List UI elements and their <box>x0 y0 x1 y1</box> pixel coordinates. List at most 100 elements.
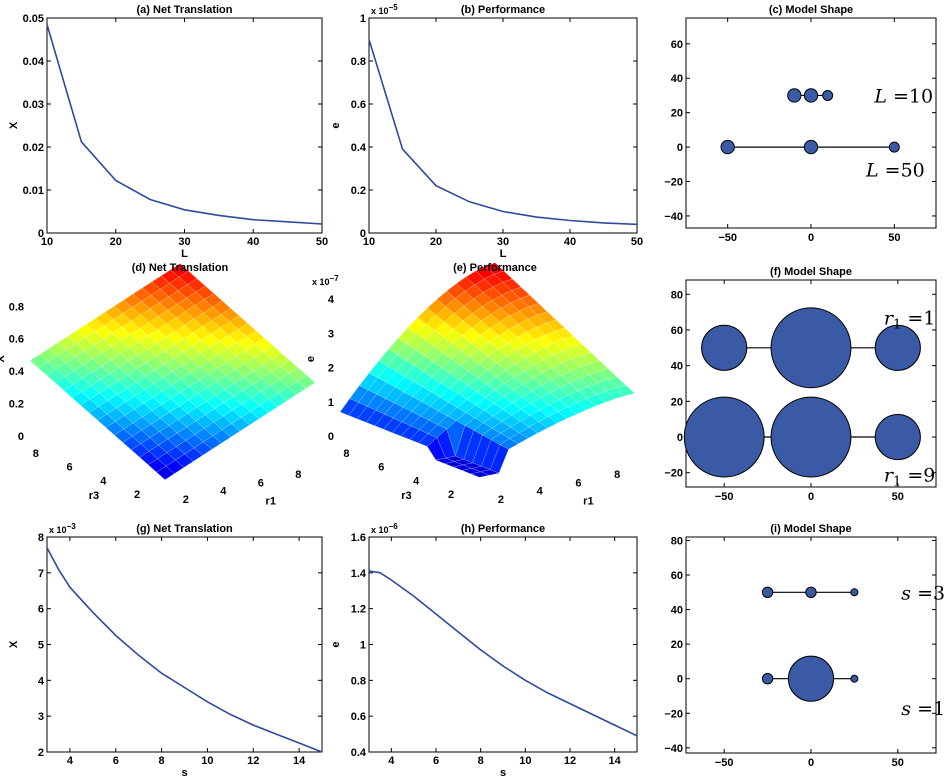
surface-patch <box>156 336 175 351</box>
y-tick-label: 5 <box>38 640 44 652</box>
surface-patch <box>510 298 530 312</box>
surface-patch <box>483 403 504 417</box>
chart-f: (f) Model Shape −50 0 50 −20 0 20 40 60 80 r1 =1 r1… <box>664 266 937 503</box>
y-tick-label: 7 <box>38 568 44 580</box>
x-tick-label: 50 <box>892 757 904 769</box>
body-sphere <box>850 588 859 597</box>
surface-patch <box>520 403 540 416</box>
surface-patch <box>112 326 131 341</box>
y-tick-label: 3 <box>38 711 44 723</box>
surface-patch <box>223 396 243 411</box>
x-tick-label: 6 <box>433 755 439 767</box>
body-sphere <box>874 324 921 371</box>
x-tick-label: 20 <box>430 236 442 248</box>
x-tick-label: 2 <box>498 494 504 506</box>
surface-patch <box>270 366 290 381</box>
surface-patch <box>374 413 394 430</box>
surface-patch <box>420 406 440 421</box>
surface-patch <box>452 464 473 471</box>
y-axis-label: e <box>330 641 342 647</box>
surface-patch <box>114 428 133 443</box>
shape-label: L =50 <box>865 159 925 181</box>
x-axis-label: L <box>181 248 188 260</box>
y-tick-label: 1.6 <box>351 532 366 544</box>
series-line <box>368 39 638 226</box>
surface-patch <box>418 433 438 447</box>
surface-patch <box>465 270 485 285</box>
surface-patch <box>202 320 221 335</box>
shape-label: L =10 <box>873 85 933 107</box>
surface-patch <box>168 419 187 434</box>
x-tick-label: 0 <box>808 232 814 244</box>
chart-title: (i) Model Shape <box>770 523 851 535</box>
z-axis-label: e <box>305 356 317 362</box>
x-axis-label: s <box>181 767 187 779</box>
surface-patch <box>149 431 169 446</box>
x-tick-label: 50 <box>631 236 643 248</box>
surface-patch <box>358 389 378 407</box>
x-tick-label: 6 <box>575 477 581 489</box>
surface-patch <box>243 370 262 385</box>
surface-patch <box>183 332 202 347</box>
y-tick-label: 6 <box>378 462 384 474</box>
y-tick-label: 0 <box>677 142 683 154</box>
surface-patch <box>536 322 556 336</box>
surface-patch <box>153 377 172 392</box>
y-tick-label: 6 <box>38 604 44 616</box>
surface-patch <box>489 444 509 474</box>
chart-title: (c) Model Shape <box>769 4 853 16</box>
y-tick-label: 0.04 <box>23 56 45 68</box>
y-tick-label: 80 <box>671 289 683 301</box>
y-tick-label: −20 <box>664 708 683 720</box>
x-tick-label: −50 <box>718 232 737 244</box>
series-line <box>368 570 638 737</box>
body-sphere <box>803 139 819 155</box>
surface-patch <box>535 334 555 348</box>
surface-patch <box>29 354 49 369</box>
x-tick-label: 40 <box>247 236 259 248</box>
plot-frame <box>368 536 638 753</box>
surface-patch <box>464 284 484 300</box>
y-tick-label: 0.8 <box>351 56 366 68</box>
body-sphere <box>761 672 774 685</box>
surface-patch <box>596 390 616 403</box>
x-axis-label: s <box>500 767 506 779</box>
surface-patch <box>571 355 591 368</box>
y-tick-label: −20 <box>664 177 683 189</box>
surface-patch <box>572 344 592 356</box>
chart-e: (e) Performance 0 1 2 3 4 x 10−7 e 2 4 6 8 2 4 6 8 r1 r3 <box>305 262 635 507</box>
y-tick-label: 0 <box>677 432 683 444</box>
series-line <box>46 547 323 753</box>
y-tick-label: −40 <box>664 211 683 223</box>
y-tick-label: 40 <box>671 361 683 373</box>
x-tick-label: −50 <box>715 491 734 503</box>
surface-patch <box>99 386 118 401</box>
body-sphere <box>787 88 802 103</box>
y-tick-label: 0.05 <box>23 13 44 25</box>
body-sphere <box>803 88 819 103</box>
surface-patch <box>490 307 510 323</box>
surface-patch <box>482 300 502 315</box>
chart-title: (f) Model Shape <box>770 266 852 278</box>
surface-patch <box>82 371 101 386</box>
x-tick-label: 50 <box>888 232 900 244</box>
body-sphere <box>888 141 900 153</box>
surface-patch <box>538 416 558 429</box>
z-tick-label: 3 <box>328 328 334 340</box>
surface-patch <box>228 328 247 343</box>
y-tick-label: 0 <box>360 228 366 240</box>
body-sphere <box>787 655 835 702</box>
surface-patch <box>519 415 539 428</box>
surface-patch <box>558 394 578 408</box>
axis-exponent: x 10−6 <box>371 522 398 535</box>
x-tick-label: 10 <box>519 755 531 767</box>
surface-patch <box>114 415 134 430</box>
chart-title: (h) Performance <box>461 523 545 535</box>
x-tick-label: 4 <box>67 755 74 767</box>
body-sphere <box>805 586 817 599</box>
surface-patch <box>462 313 482 329</box>
y-tick-label: 8 <box>33 448 39 460</box>
plot-frame <box>46 17 323 234</box>
surface-patch <box>187 278 206 293</box>
surface-patch <box>148 444 168 459</box>
